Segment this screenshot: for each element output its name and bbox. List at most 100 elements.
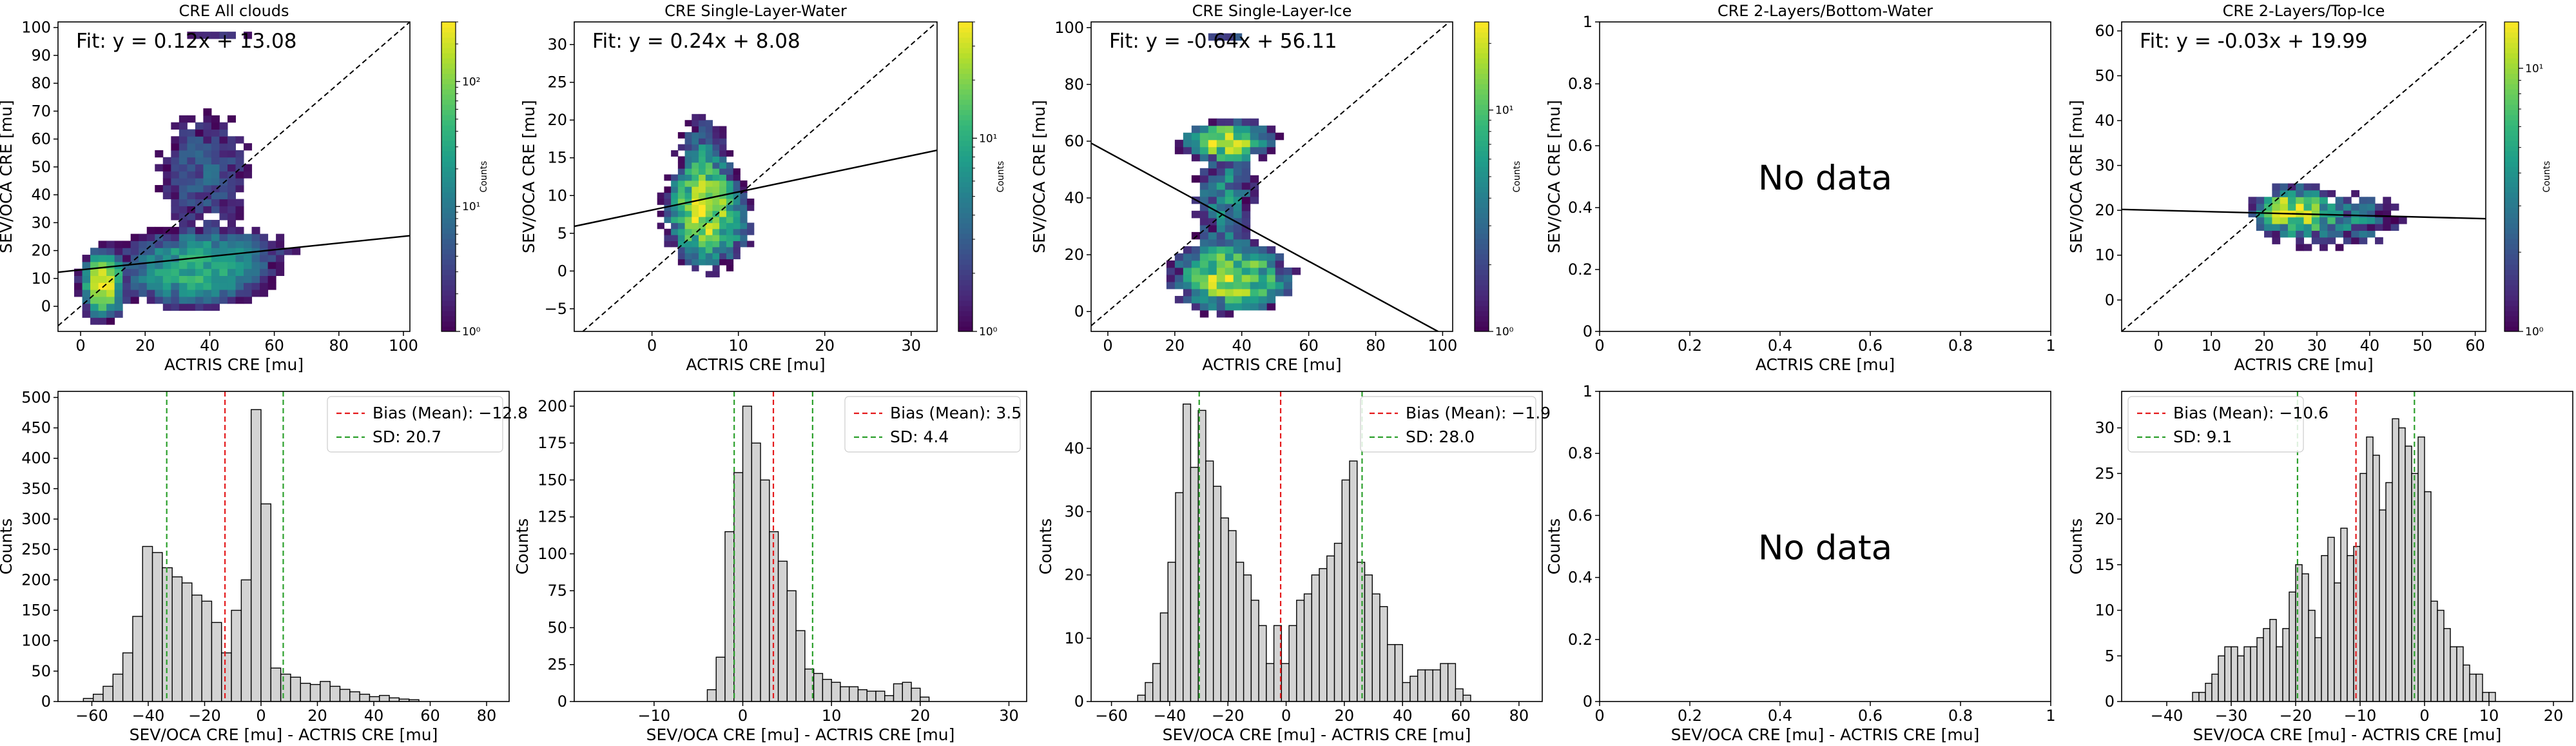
heatmap-cell	[227, 115, 237, 123]
heatmap-cell	[747, 222, 755, 230]
heatmap-cell	[98, 261, 107, 270]
histogram-bar	[893, 683, 903, 702]
colorbar-segment	[2504, 259, 2519, 265]
heatmap-cell	[1241, 274, 1251, 282]
heatmap-cell	[235, 275, 244, 283]
histogram-bar	[2443, 628, 2451, 702]
colorbar-segment	[958, 141, 973, 146]
heatmap-cell	[719, 168, 727, 175]
histogram-bar	[1212, 486, 1222, 702]
heatmap-cell	[219, 157, 228, 165]
heatmap-cell	[2311, 203, 2320, 211]
heatmap-cell	[677, 217, 686, 223]
heatmap-cell	[98, 248, 107, 255]
heatmap-cell	[98, 255, 107, 262]
colorbar-segment	[1475, 156, 1489, 162]
x-tick-label: 20	[135, 337, 155, 355]
heatmap-cell	[677, 235, 686, 242]
colorbar-segment	[441, 290, 456, 296]
heatmap-cell	[1241, 168, 1251, 176]
colorbar-segment	[441, 172, 456, 177]
heatmap-cell	[122, 240, 131, 248]
heatmap-cell	[1216, 274, 1226, 282]
histogram-bar	[2231, 646, 2238, 702]
axes-frame	[1090, 391, 1543, 702]
one-to-one-line	[582, 22, 937, 331]
heatmap-cell	[1191, 125, 1201, 133]
heatmap-cell	[1266, 139, 1276, 148]
colorbar-segment	[2504, 300, 2519, 306]
heatmap-cell	[267, 240, 276, 248]
histogram-bar	[221, 652, 232, 702]
x-tick-label: 60	[420, 707, 440, 725]
heatmap-cell	[235, 255, 244, 262]
heatmap-cell	[719, 217, 727, 223]
colorbar-segment	[441, 295, 456, 301]
heatmap-cell	[276, 255, 285, 262]
histogram-bar	[2456, 646, 2464, 702]
x-tick-label: 0.4	[1768, 707, 1792, 725]
heatmap-cell	[684, 259, 692, 266]
heatmap-cell	[692, 246, 699, 253]
histogram-bar	[329, 685, 341, 702]
colorbar-segment	[2504, 125, 2519, 131]
heatmap-cell	[106, 282, 115, 290]
heatmap-cell	[267, 282, 276, 290]
heatmap-cell	[1241, 210, 1251, 219]
heatmap-cell	[187, 268, 196, 277]
heatmap-cell	[1191, 260, 1201, 268]
heatmap-cell	[2343, 237, 2352, 244]
heatmap-cell	[1199, 125, 1209, 133]
heatmap-cell	[692, 162, 699, 169]
colorbar-segment	[958, 197, 973, 203]
heatmap-cell	[726, 186, 734, 193]
heatmap-cell	[1166, 267, 1176, 275]
heatmap-cell	[179, 178, 188, 186]
heatmap-cell	[726, 204, 734, 211]
heatmap-cell	[219, 226, 228, 235]
heatmap-cell	[195, 268, 204, 277]
heatmap-cell	[684, 217, 692, 223]
heatmap-cell	[203, 199, 212, 206]
colorbar-segment	[958, 115, 973, 121]
heatmap-cell	[219, 255, 228, 262]
heatmap-cell	[2398, 217, 2407, 224]
histogram-bar	[2463, 664, 2470, 702]
colorbar-segment	[958, 166, 973, 172]
colorbar-segment	[1475, 270, 1489, 275]
heatmap-cell	[1208, 175, 1217, 183]
histogram-bar	[2334, 582, 2341, 702]
x-tick-label: 30	[902, 337, 922, 355]
histogram-bar	[884, 695, 895, 702]
heatmap-cell	[2327, 230, 2336, 238]
heatmap-cell	[705, 192, 713, 199]
legend-sd-label: SD: 4.4	[890, 427, 949, 446]
heatmap-cell	[139, 290, 148, 297]
colorbar-segment	[1475, 321, 1489, 327]
heatmap-cell	[705, 240, 713, 248]
heatmap-cell	[671, 228, 679, 235]
histogram-bar	[1440, 663, 1449, 702]
heatmap-cell	[719, 259, 727, 266]
histogram-bar	[920, 696, 930, 702]
panel-title: CRE 2-Layers/Top-Ice	[2223, 2, 2385, 20]
heatmap-cell	[2303, 224, 2312, 231]
histogram-bar	[2385, 482, 2393, 702]
heatmap-cell	[712, 156, 720, 163]
y-tick-label: 400	[21, 449, 51, 467]
heatmap-cell	[2351, 237, 2359, 244]
heatmap-cell	[692, 113, 699, 121]
heatmap-cell	[90, 303, 99, 311]
heatmap-cell	[162, 255, 171, 262]
heatmap-cell	[671, 174, 679, 181]
heatmap-cell	[171, 290, 180, 297]
heatmap-cell	[692, 150, 699, 157]
histogram-bar	[1447, 663, 1457, 702]
heatmap-cell	[146, 282, 155, 290]
heatmap-cell	[114, 248, 123, 255]
heatmap-cell	[1250, 196, 1259, 204]
heatmap-cell	[2375, 210, 2383, 218]
x-tick-label: 0.8	[1948, 707, 1973, 725]
histogram-bar	[1311, 574, 1320, 702]
heatmap-cell	[712, 210, 720, 217]
